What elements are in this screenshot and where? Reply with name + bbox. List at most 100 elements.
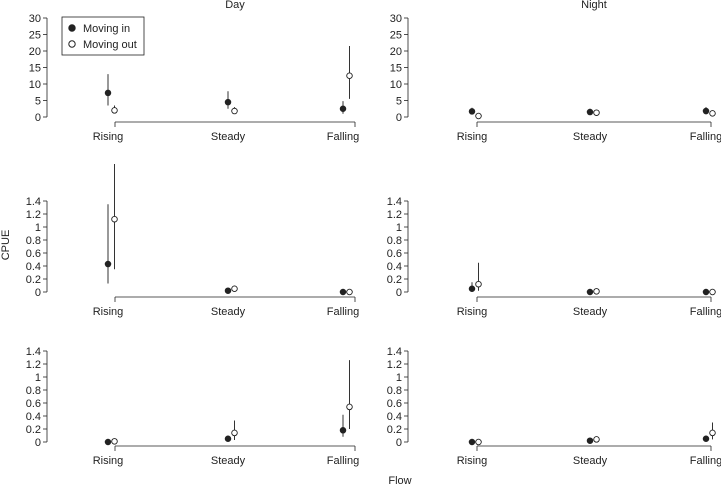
y-tick-label: 10 [29, 79, 41, 91]
y-tick-label: 1.4 [26, 346, 41, 358]
y-tick-label: 0.8 [387, 385, 402, 397]
legend: Moving in Moving out [61, 16, 145, 56]
point-moving-out [231, 429, 238, 437]
point-moving-out [593, 109, 600, 116]
point-moving-in [586, 288, 594, 296]
panel-title: Night [581, 0, 607, 11]
y-tick-label: 0.6 [387, 248, 402, 260]
x-category-label: Steady [573, 306, 608, 318]
x-category-label: Rising [457, 455, 488, 467]
y-tick-label: 0.6 [387, 398, 402, 410]
y-tick-label: 5 [35, 96, 41, 108]
y-tick-label: 0 [35, 287, 41, 299]
x-category-label: Rising [93, 131, 124, 143]
y-tick-label: 0.2 [26, 424, 41, 436]
y-axis-title: CPUE [0, 230, 12, 261]
y-tick-label: 1 [35, 372, 41, 384]
x-category-label: Steady [211, 306, 246, 318]
y-tick-label: 1 [35, 222, 41, 234]
x-category-label: Steady [573, 131, 608, 143]
y-tick-label: 0.4 [26, 411, 41, 423]
x-category-label: Falling [327, 455, 359, 467]
point-moving-in [468, 108, 476, 115]
point-moving-in [586, 108, 594, 116]
y-tick-label: 25 [29, 30, 41, 42]
y-tick-label: 20 [29, 46, 41, 58]
y-tick-label: 1.4 [387, 196, 402, 208]
y-tick-label: 0.4 [26, 261, 41, 273]
point-moving-in [702, 107, 710, 115]
point-moving-out [346, 403, 353, 411]
point-moving-out [111, 215, 118, 223]
y-tick-label: 5 [396, 96, 402, 108]
y-tick-label: 1.2 [26, 359, 41, 371]
point-moving-in [104, 89, 112, 97]
x-category-label: Falling [690, 131, 721, 143]
y-tick-label: 0.2 [387, 274, 402, 286]
panel-4: 00.20.40.60.811.21.4 Rising Steady Falling [387, 196, 721, 318]
point-moving-out [475, 280, 482, 288]
point-moving-in [468, 438, 476, 446]
point-moving-out [475, 438, 482, 446]
point-moving-in [339, 427, 347, 434]
panel-5: 00.20.40.60.811.21.4 Rising Steady Falling [26, 346, 360, 467]
y-tick-label: 0.8 [26, 235, 41, 247]
x-category-label: Rising [93, 455, 124, 467]
y-tick-label: 15 [29, 63, 41, 75]
point-moving-out [593, 288, 600, 295]
y-tick-label: 1.2 [26, 209, 41, 221]
point-moving-in [468, 285, 476, 293]
y-tick-label: 30 [29, 13, 41, 25]
y-tick-label: 0 [396, 112, 402, 124]
y-tick-label: 0.4 [387, 261, 402, 273]
point-moving-in [702, 288, 710, 296]
point-moving-in [104, 438, 112, 446]
panel-6: 00.20.40.60.811.21.4 Rising Steady Falling [387, 346, 721, 467]
point-moving-out [475, 112, 482, 120]
y-tick-label: 0.4 [387, 411, 402, 423]
x-axis-title: Flow [388, 475, 411, 486]
y-tick-label: 1 [396, 372, 402, 384]
y-tick-label: 1.4 [387, 346, 402, 358]
legend-label-moving-in: Moving in [83, 23, 130, 35]
point-moving-in [339, 105, 347, 112]
legend-label-moving-out: Moving out [83, 39, 137, 51]
y-tick-label: 0.2 [387, 424, 402, 436]
x-category-label: Falling [327, 131, 359, 143]
legend-marker-moving-out [68, 40, 76, 48]
point-moving-in [702, 435, 710, 443]
y-tick-label: 0.8 [387, 235, 402, 247]
x-category-label: Falling [690, 306, 721, 318]
point-moving-in [224, 435, 232, 443]
x-category-label: Falling [327, 306, 359, 318]
point-moving-in [224, 98, 232, 106]
x-category-label: Steady [573, 455, 608, 467]
y-tick-label: 1.2 [387, 359, 402, 371]
legend-box [61, 16, 145, 56]
x-category-label: Rising [457, 131, 488, 143]
point-moving-in [224, 287, 232, 294]
point-moving-out [709, 288, 716, 296]
point-moving-out [709, 429, 716, 437]
x-category-label: Steady [211, 455, 246, 467]
point-moving-in [339, 288, 347, 296]
panel-title: Day [225, 0, 245, 11]
point-moving-out [111, 107, 118, 114]
y-tick-label: 15 [390, 63, 402, 75]
y-tick-label: 20 [390, 46, 402, 58]
point-moving-out [111, 438, 118, 445]
y-tick-label: 25 [390, 30, 402, 42]
point-moving-out [709, 110, 716, 117]
panel-3: 00.20.40.60.811.21.4 Rising Steady Falling [26, 163, 359, 318]
y-tick-label: 0.8 [26, 385, 41, 397]
y-tick-label: 0.6 [26, 398, 41, 410]
legend-marker-moving-in [68, 24, 76, 32]
y-tick-label: 1.2 [387, 209, 402, 221]
x-category-label: Rising [457, 306, 488, 318]
point-moving-in [104, 260, 112, 268]
panel-2: 0 5 10 15 20 25 30 Rising Steady Falling Night [390, 0, 721, 143]
point-moving-out [346, 288, 353, 296]
y-tick-label: 30 [390, 13, 402, 25]
